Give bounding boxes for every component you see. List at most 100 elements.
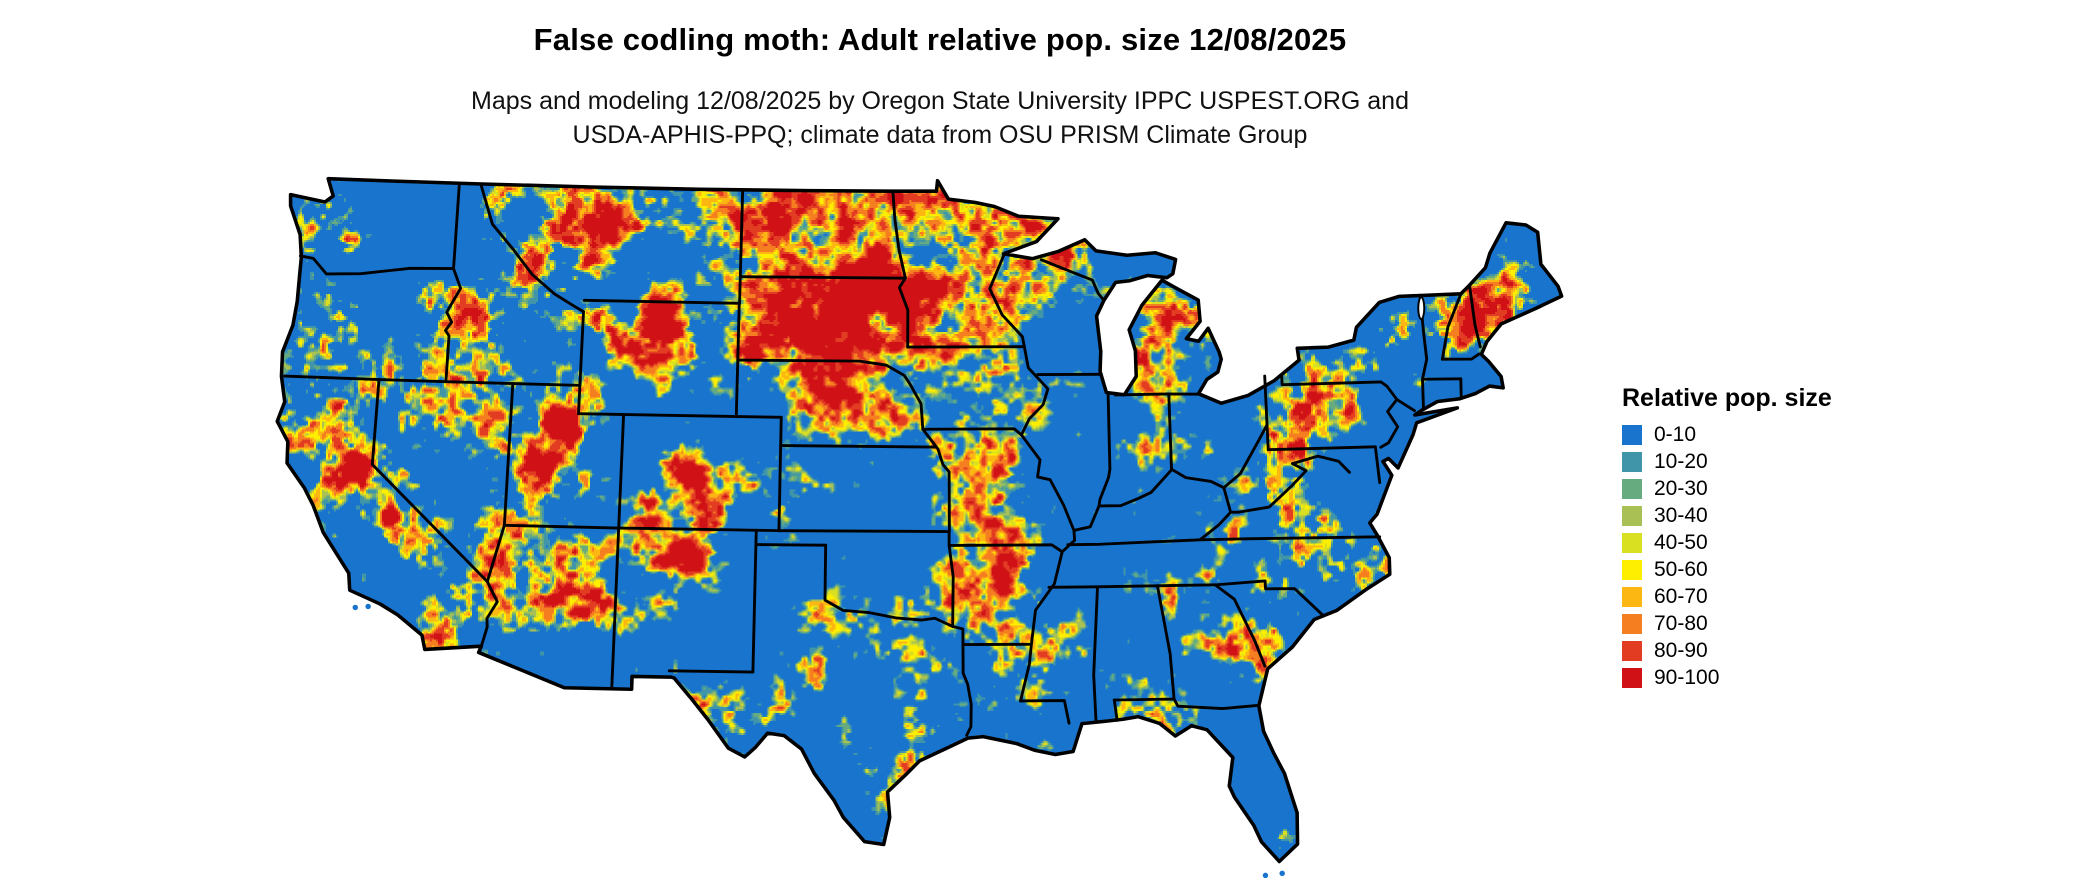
island-dot [1279,870,1285,877]
population-raster-canvas [272,160,1587,889]
state-border-line [777,415,783,533]
state-border-line [1113,392,1202,397]
legend-label: 40-50 [1654,531,1708,554]
us-population-map [272,160,1587,889]
legend-row: 50-60 [1622,558,1952,581]
state-border-line [988,254,1077,703]
lake-champlain [1417,296,1426,321]
legend-label: 10-20 [1654,450,1708,473]
state-border-line [1112,697,1176,702]
state-border-line [1019,699,1071,725]
state-border-line [1440,352,1481,361]
state-border-line [1198,510,1233,542]
state-border-line [1213,583,1267,668]
state-border-line [1468,283,1482,349]
legend-swatch [1622,587,1642,607]
legend: Relative pop. size 0-10 10-20 20-30 30-40 40… [1622,384,1952,695]
legend-swatch [1622,668,1642,688]
legend-row: 60-70 [1622,585,1952,608]
state-border-line [1112,698,1119,722]
state-border-line [610,526,621,691]
state-border-line [582,298,741,305]
legend-swatch [1622,614,1642,634]
legend-swatch [1622,560,1642,580]
us-outline [275,176,1564,864]
legend-swatch [1622,506,1642,526]
state-border-line [577,310,585,416]
legend-row: 0-10 [1622,423,1952,446]
legend-swatch [1622,533,1642,553]
state-border-line [779,444,938,449]
state-border-line [1280,375,1399,401]
state-boundaries-overlay [275,176,1564,879]
state-border-line [444,267,463,384]
island-dot [352,604,359,611]
island-dot [1262,872,1269,879]
state-border-line [951,624,973,737]
legend-swatch [1622,641,1642,661]
state-border-line [736,358,951,534]
state-border-line [1066,537,1248,547]
state-border-line [283,374,582,387]
legend-row: 40-50 [1622,531,1952,554]
state-border-line [754,543,828,547]
state-border-line [502,382,515,527]
state-border-line [947,543,1064,554]
state-border-line [1236,462,1308,514]
legend-label: 50-60 [1654,558,1708,581]
state-border-line [479,580,499,648]
legend-label: 0-10 [1654,423,1697,446]
legend-row: 20-30 [1622,477,1952,500]
legend-label: 20-30 [1654,477,1708,500]
legend-row: 70-80 [1622,612,1952,635]
state-border-line [1395,398,1417,413]
state-border-line [1440,292,1463,361]
state-border-line [1097,393,1112,508]
state-border-line [452,181,461,271]
state-border-line [1418,293,1429,410]
state-border-line [947,530,955,628]
state-border-line [1222,486,1240,514]
state-border-line [1092,585,1099,723]
page-subtitle: Maps and modeling 12/08/2025 by Oregon S… [0,84,1880,152]
state-border-line [1263,374,1270,452]
state-border-line [897,276,910,349]
legend-label: 60-70 [1654,585,1708,608]
state-border-line [1039,258,1106,302]
state-border-line [1172,697,1261,711]
state-border-line [667,543,758,674]
legend-title: Relative pop. size [1622,384,1832,412]
state-border-line [1213,579,1324,616]
state-border-line [1244,535,1382,541]
state-border-line [823,543,955,628]
state-border-line [370,378,489,584]
legend-label: 80-90 [1654,639,1708,662]
legend-label: 90-100 [1654,666,1720,689]
page-title: False codling moth: Adult relative pop. … [533,22,1347,57]
legend-row: 10-20 [1622,450,1952,473]
subtitle-line-2: USDA-APHIS-PPQ; climate data from OSU PR… [572,121,1308,149]
state-border-line [1291,454,1351,474]
legend-swatch [1622,452,1642,472]
state-border-line [1379,398,1400,449]
legend-label: 70-80 [1654,612,1708,635]
legend-row: 80-90 [1622,639,1952,662]
state-border-line [617,413,626,530]
state-border-line [1373,445,1382,484]
legend-swatch [1622,479,1642,499]
legend-row: 90-100 [1622,666,1952,689]
legend-label: 30-40 [1654,504,1708,527]
state-border-line [1266,445,1377,452]
state-border-line [738,188,745,305]
legend-rows: 0-10 10-20 20-30 30-40 40-50 50-60 60-70 70-80 8… [1622,423,1952,689]
state-border-line [502,523,951,534]
state-border-line [1167,392,1173,471]
state-border-line [577,412,783,419]
state-border-line [485,523,506,584]
island-dot [365,603,371,610]
state-border-line [298,254,455,276]
state-border-line [738,275,907,280]
state-border-line [921,427,1023,437]
state-border-line [891,189,907,280]
